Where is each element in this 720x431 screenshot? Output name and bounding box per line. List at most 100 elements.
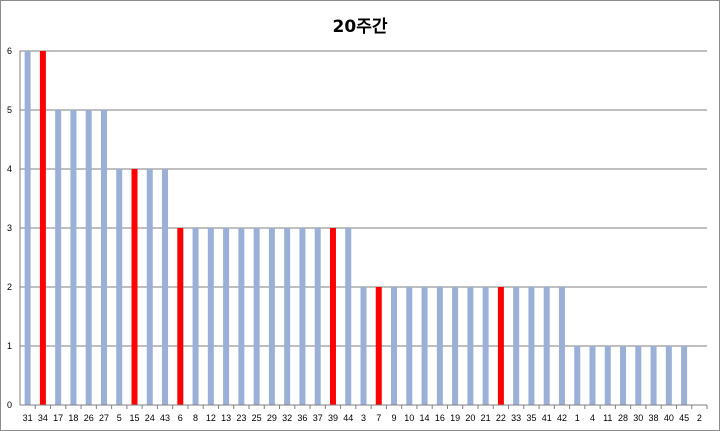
bar-23 xyxy=(238,228,245,405)
bar-6 xyxy=(177,228,184,405)
bar-14 xyxy=(421,287,428,405)
y-tick-label: 4 xyxy=(7,164,12,174)
x-tick-label: 39 xyxy=(328,413,338,423)
x-tick-label: 15 xyxy=(129,413,139,423)
y-tick-label: 1 xyxy=(7,341,12,351)
x-tick-label: 43 xyxy=(160,413,170,423)
bar-24 xyxy=(146,169,153,405)
x-tick-label: 31 xyxy=(23,413,33,423)
x-tick-label: 37 xyxy=(313,413,323,423)
bar-8 xyxy=(192,228,199,405)
x-tick-label: 7 xyxy=(376,413,381,423)
bar-32 xyxy=(284,228,291,405)
x-tick-label: 35 xyxy=(526,413,536,423)
y-tick-label: 6 xyxy=(7,46,12,56)
x-tick-label: 18 xyxy=(68,413,78,423)
x-tick-label: 33 xyxy=(511,413,521,423)
x-tick-label: 19 xyxy=(450,413,460,423)
bar-28 xyxy=(620,346,627,405)
bar-37 xyxy=(314,228,321,405)
x-tick-label: 16 xyxy=(435,413,445,423)
x-tick-label: 4 xyxy=(590,413,595,423)
bar-12 xyxy=(207,228,214,405)
bar-27 xyxy=(100,110,107,405)
bar-21 xyxy=(482,287,489,405)
bar-25 xyxy=(253,228,260,405)
y-tick-label: 0 xyxy=(7,400,12,410)
bar-38 xyxy=(650,346,657,405)
x-tick-label: 27 xyxy=(99,413,109,423)
bar-17 xyxy=(55,110,62,405)
x-tick-label: 26 xyxy=(84,413,94,423)
x-tick-label: 20 xyxy=(465,413,475,423)
x-tick-label: 25 xyxy=(252,413,262,423)
x-tick-labels: 31 34 17 18 26 27 5 15 24 43 6 8 12 13 23 25 29 32 36 37 39 4… xyxy=(23,413,702,423)
y-tick-labels: 0 1 2 3 4 5 6 xyxy=(7,46,12,410)
bar-3 xyxy=(360,287,367,405)
x-tick-label: 38 xyxy=(649,413,659,423)
x-tick-label: 10 xyxy=(404,413,414,423)
x-tick-label: 45 xyxy=(679,413,689,423)
bar-15 xyxy=(131,169,138,405)
x-tick-label: 17 xyxy=(53,413,63,423)
y-tick-label: 3 xyxy=(7,223,12,233)
x-tick-label: 6 xyxy=(178,413,183,423)
x-tick-label: 44 xyxy=(343,413,353,423)
x-tick-label: 13 xyxy=(221,413,231,423)
x-tick-label: 9 xyxy=(392,413,397,423)
x-tick-label: 30 xyxy=(633,413,643,423)
x-tick-label: 29 xyxy=(267,413,277,423)
bar-42 xyxy=(558,287,565,405)
bar-39 xyxy=(329,228,336,405)
x-tick-label: 36 xyxy=(297,413,307,423)
bar-44 xyxy=(345,228,352,405)
bar-4 xyxy=(589,346,596,405)
bar-41 xyxy=(543,287,550,405)
bar-16 xyxy=(436,287,443,405)
bar-29 xyxy=(268,228,275,405)
x-tick-label: 3 xyxy=(361,413,366,423)
bar-36 xyxy=(299,228,306,405)
x-tick-label: 34 xyxy=(38,413,48,423)
chart-title: 20주간 xyxy=(332,17,388,37)
bar-10 xyxy=(406,287,413,405)
x-tick-label: 32 xyxy=(282,413,292,423)
bar-26 xyxy=(85,110,92,405)
bar-9 xyxy=(391,287,398,405)
y-tick-label: 5 xyxy=(7,105,12,115)
x-tick-label: 23 xyxy=(236,413,246,423)
x-tick-label: 8 xyxy=(193,413,198,423)
bar-45 xyxy=(681,346,688,405)
x-tick-label: 14 xyxy=(420,413,430,423)
x-tick-label: 22 xyxy=(496,413,506,423)
x-tick-label: 12 xyxy=(206,413,216,423)
bar-33 xyxy=(513,287,520,405)
bar-40 xyxy=(665,346,672,405)
bar-20 xyxy=(467,287,474,405)
x-tick-label: 21 xyxy=(481,413,491,423)
x-tick-label: 1 xyxy=(575,413,580,423)
bar-1 xyxy=(574,346,581,405)
bar-22 xyxy=(497,287,504,405)
x-tick-label: 28 xyxy=(618,413,628,423)
y-tick-label: 2 xyxy=(7,282,12,292)
x-tick-label: 40 xyxy=(664,413,674,423)
axes xyxy=(19,51,708,409)
x-tick-label: 42 xyxy=(557,413,567,423)
bar-43 xyxy=(162,169,169,405)
bar-5 xyxy=(116,169,123,405)
bar-35 xyxy=(528,287,535,405)
x-tick-label: 41 xyxy=(542,413,552,423)
bar-30 xyxy=(635,346,642,405)
bar-7 xyxy=(375,287,382,405)
bars xyxy=(24,51,688,405)
x-tick-label: 24 xyxy=(145,413,155,423)
x-tick-label: 2 xyxy=(697,413,702,423)
x-tick-label: 11 xyxy=(603,413,612,423)
bar-31 xyxy=(24,51,31,405)
bar-18 xyxy=(70,110,77,405)
x-tick-label: 5 xyxy=(117,413,122,423)
bar-19 xyxy=(452,287,459,405)
bar-34 xyxy=(39,51,46,405)
